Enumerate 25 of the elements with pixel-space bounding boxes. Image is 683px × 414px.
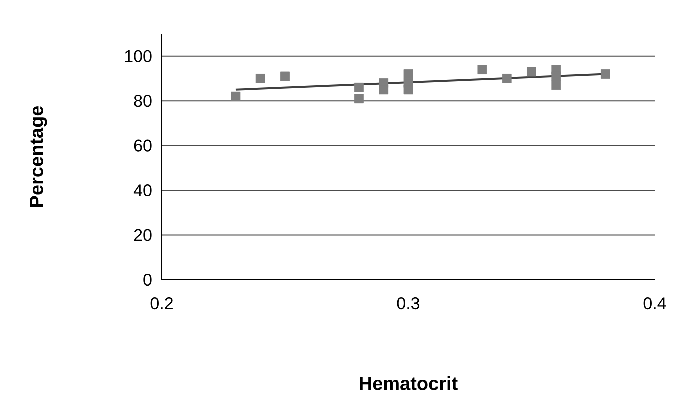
x-tick-label: 0.3 xyxy=(397,298,420,310)
point xyxy=(280,72,290,82)
y-tick-label: 80 xyxy=(134,95,152,108)
y-tick-label: 100 xyxy=(125,50,152,62)
point xyxy=(552,80,562,90)
y-tick-label: 40 xyxy=(134,184,152,197)
point xyxy=(354,94,364,104)
y-tick-label: 20 xyxy=(134,229,152,242)
point xyxy=(354,82,364,92)
y-tick-label: 0 xyxy=(144,274,152,286)
point xyxy=(527,67,536,77)
x-axis-title: Hematocrit xyxy=(360,376,458,390)
point xyxy=(478,65,488,74)
point xyxy=(231,92,241,102)
x-tick-label: 0.4 xyxy=(644,298,666,310)
point xyxy=(404,70,414,79)
y-axis-title: Percentage xyxy=(30,106,48,207)
point xyxy=(502,74,512,84)
point xyxy=(256,74,266,84)
point xyxy=(552,72,562,82)
y-tick-label: 60 xyxy=(134,140,152,152)
point xyxy=(404,85,414,95)
x-tick-label: 0.2 xyxy=(150,298,173,310)
point xyxy=(600,70,610,79)
point xyxy=(379,85,389,95)
